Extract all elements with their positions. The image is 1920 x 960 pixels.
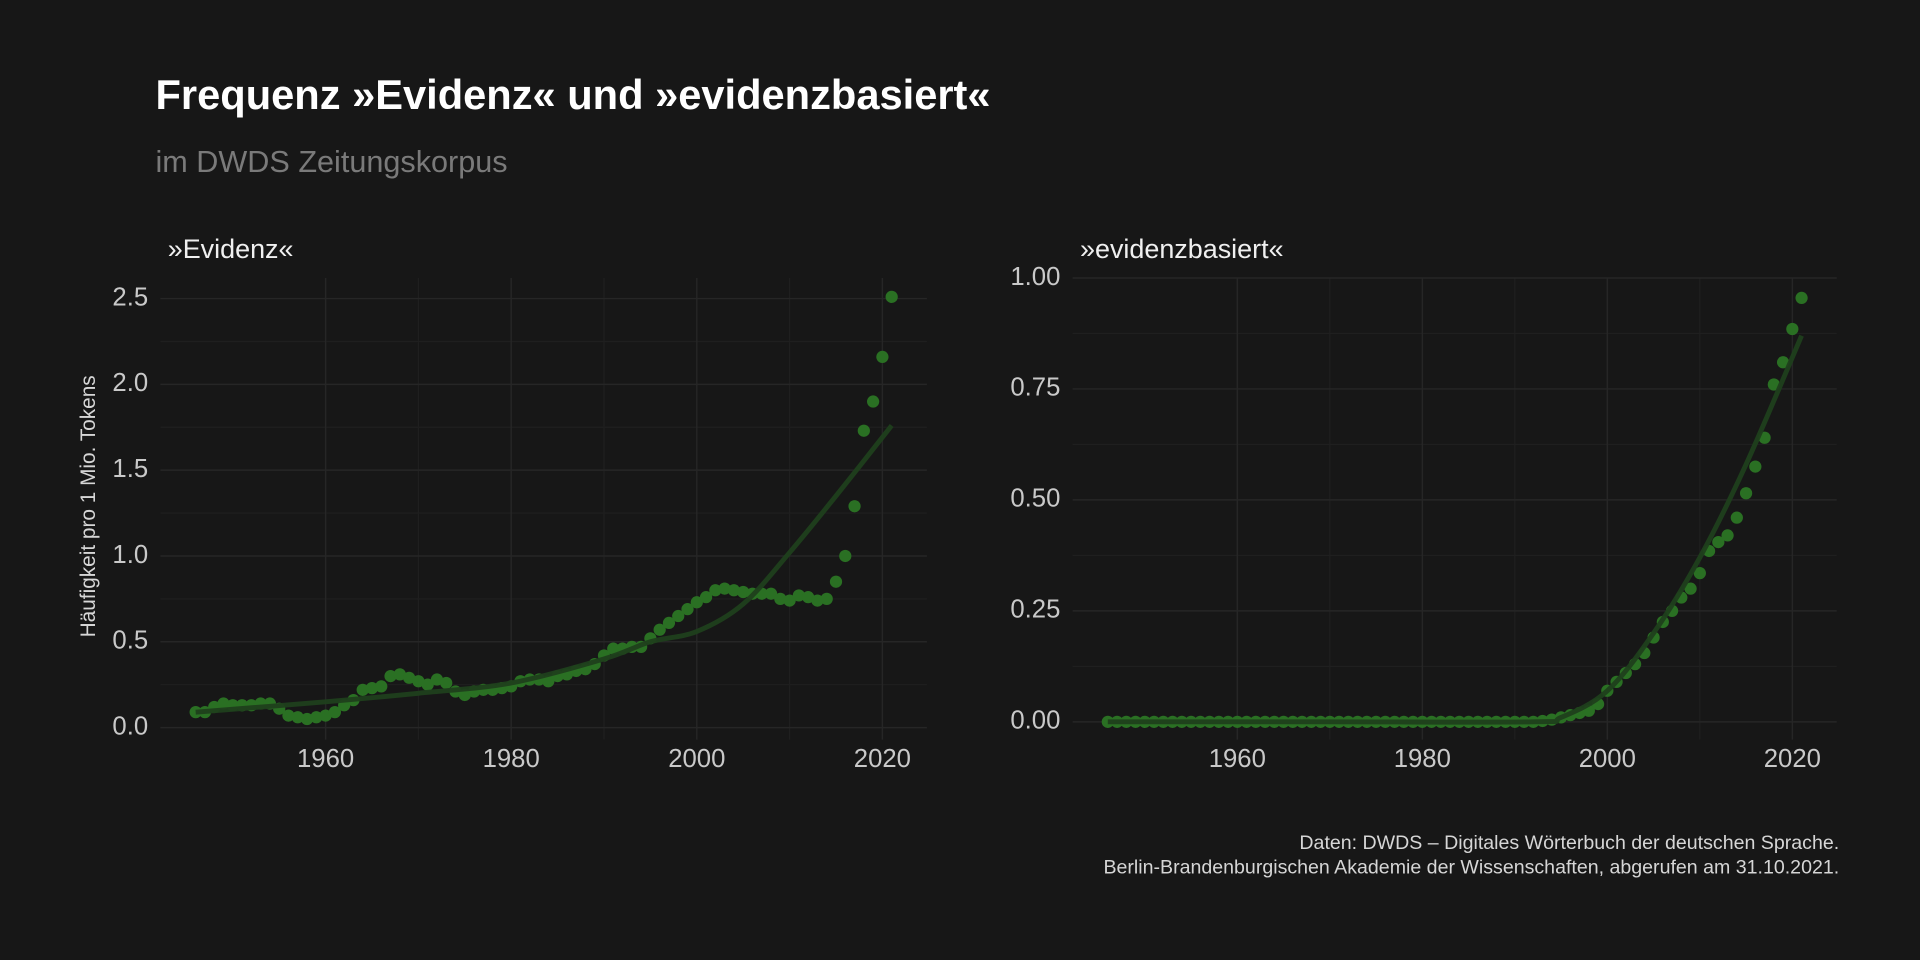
data-point	[764, 587, 778, 600]
caption: Daten: DWDS – Digitales Wörterbuch der d…	[1299, 832, 1839, 854]
y-tick-label: 2.0	[112, 369, 148, 397]
y-tick-label: 0.5	[112, 627, 148, 655]
data-point	[1739, 487, 1753, 500]
data-point	[681, 603, 694, 616]
data-point	[402, 671, 416, 684]
data-point	[653, 623, 666, 636]
y-tick-label: 0.0	[112, 712, 148, 740]
panel-title: »Evidenz«	[168, 234, 294, 264]
y-tick-label: 2.5	[112, 283, 148, 311]
data-point	[1776, 356, 1790, 369]
x-tick-label: 2000	[1579, 745, 1636, 773]
data-point	[839, 549, 852, 563]
data-point	[792, 589, 805, 602]
data-point	[783, 594, 796, 607]
data-point	[356, 683, 369, 696]
data-point	[848, 500, 861, 513]
data-point	[384, 669, 397, 683]
data-point	[430, 673, 444, 686]
x-tick-label: 1980	[1394, 745, 1451, 773]
y-tick-label: 1.5	[112, 455, 148, 483]
data-point	[1749, 460, 1762, 473]
data-point	[393, 668, 406, 681]
data-point	[690, 596, 703, 609]
data-point	[328, 706, 341, 719]
data-point	[1786, 322, 1799, 336]
chart-subtitle: im DWDS Zeitungskorpus	[156, 145, 508, 179]
data-point	[1684, 582, 1697, 595]
data-point	[820, 592, 833, 605]
data-point	[876, 350, 889, 364]
data-point	[727, 584, 741, 597]
data-point	[857, 424, 870, 437]
data-point	[458, 688, 471, 702]
data-point	[440, 676, 453, 690]
data-point	[421, 678, 434, 691]
data-point	[282, 709, 295, 722]
caption: Berlin-Brandenburgischen Akademie der Wi…	[1103, 856, 1839, 878]
data-point	[310, 711, 323, 724]
data-point	[607, 642, 620, 655]
data-point	[718, 582, 731, 595]
data-point	[672, 609, 685, 623]
x-tick-label: 1960	[1209, 745, 1266, 773]
data-point	[1712, 535, 1725, 549]
y-tick-label: 0.00	[1010, 707, 1060, 735]
y-axis-label: Häufigkeit pro 1 Mio. Tokens	[77, 375, 100, 637]
data-point	[375, 680, 388, 693]
data-point	[802, 591, 815, 604]
x-tick-label: 1980	[483, 745, 540, 773]
data-point	[885, 290, 898, 303]
data-point	[737, 585, 750, 599]
y-tick-label: 0.25	[1010, 596, 1060, 624]
data-point	[1693, 567, 1706, 580]
data-point	[300, 712, 314, 726]
trend-line	[195, 424, 894, 715]
y-tick-label: 1.00	[1010, 263, 1060, 291]
data-point	[866, 395, 880, 408]
data-point	[542, 675, 555, 688]
x-tick-label: 2020	[854, 745, 911, 773]
data-point	[774, 592, 787, 605]
panel-title: »evidenzbasiert«	[1080, 234, 1284, 264]
data-point	[319, 709, 332, 722]
chart-title: Frequenz »Evidenz« und »evidenzbasiert«	[156, 71, 991, 118]
data-point	[1795, 291, 1808, 305]
data-point	[1730, 511, 1743, 524]
y-tick-label: 0.50	[1010, 485, 1060, 513]
data-point	[1721, 529, 1734, 542]
x-tick-label: 2020	[1764, 745, 1821, 773]
data-point	[709, 584, 722, 597]
y-tick-label: 1.0	[112, 541, 148, 569]
x-tick-label: 1960	[297, 745, 354, 773]
trend-line	[1107, 334, 1804, 725]
data-point	[811, 594, 824, 607]
data-point	[699, 591, 713, 604]
data-point	[217, 697, 230, 710]
data-point	[829, 575, 843, 588]
data-point	[291, 711, 304, 724]
data-point	[365, 681, 379, 695]
x-tick-label: 2000	[668, 745, 725, 773]
data-point	[412, 675, 425, 688]
y-tick-label: 0.75	[1010, 374, 1060, 402]
data-point	[662, 616, 676, 630]
